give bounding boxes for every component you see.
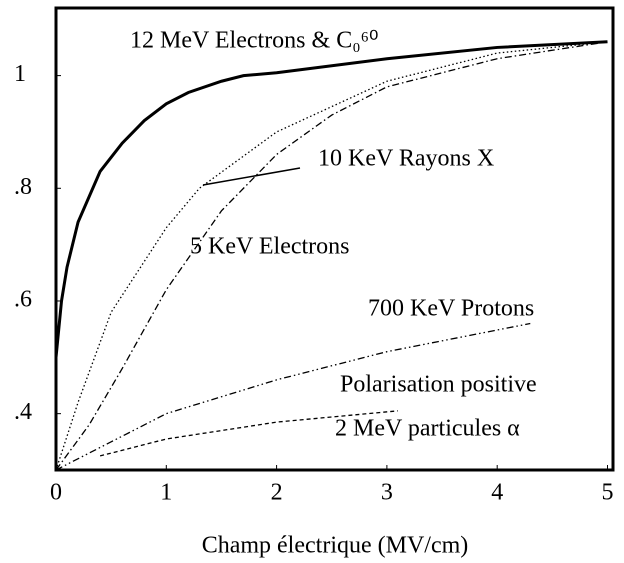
x-tick-label: 4 [491,480,503,506]
x-tick-label: 0 [50,480,62,506]
line-series [55,41,608,471]
x-tick-label: 3 [381,480,393,506]
line-series [55,41,608,471]
line-series [54,40,608,358]
series-label: 5 KeV Electrons [190,234,350,260]
plot-frame [54,6,615,472]
series-label: 12 MeV Electrons & C₀⁶⁰ [130,28,379,54]
line-series [55,322,531,471]
y-tick-label: .8 [14,174,32,200]
series-label: 2 MeV particules α [335,416,520,442]
series-label: 10 KeV Rayons X [318,146,494,172]
x-axis-label: Champ électrique (MV/cm) [202,533,469,559]
y-tick-label: .6 [14,286,32,312]
y-tick-label: .4 [14,399,32,425]
x-tick-label: 5 [601,480,613,506]
x-tick-label: 2 [271,480,283,506]
x-tick-label: 1 [160,480,172,506]
leader-line [202,167,301,186]
series-label: 700 KeV Protons [368,296,534,322]
y-tick-label: 1 [14,61,26,87]
line-series [99,410,398,457]
annotation: Polarisation positive [340,372,537,398]
